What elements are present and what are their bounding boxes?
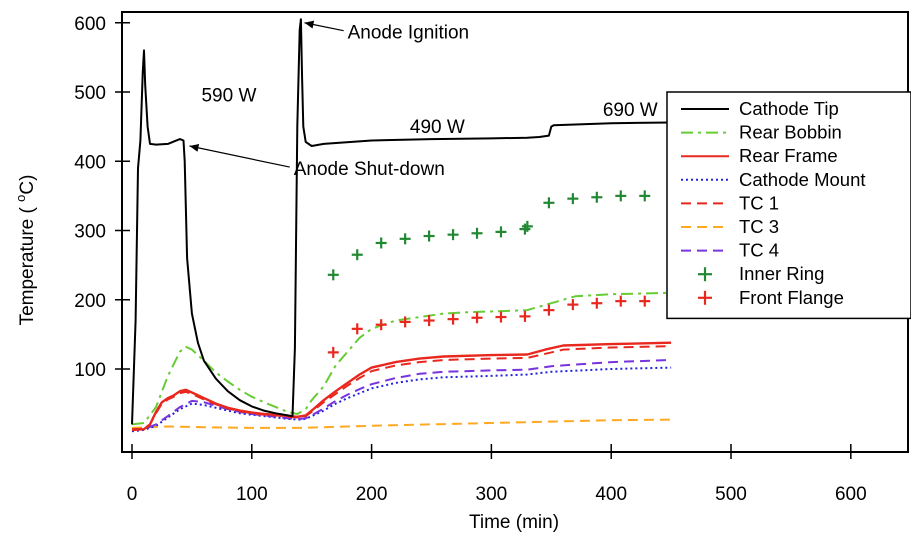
data-point-front-flange <box>447 313 459 325</box>
data-point-front-flange <box>591 297 603 309</box>
series-layer <box>131 18 672 433</box>
series-line-tc-4 <box>131 359 672 431</box>
data-point-inner-ring <box>521 220 533 232</box>
data-point-front-flange <box>423 315 435 327</box>
legend-item-cathode-tip: Cathode Tip <box>681 98 839 119</box>
anno-ignition-label: Anode Ignition <box>348 23 470 44</box>
x-tick-label: 0 <box>127 484 138 505</box>
data-point-front-flange <box>543 304 555 316</box>
data-point-inner-ring <box>423 230 435 242</box>
series-line-rear-bobbin <box>131 291 672 426</box>
legend-label-tc-3: TC 3 <box>739 216 779 237</box>
legend-label-cathode-tip: Cathode Tip <box>739 98 839 119</box>
data-point-front-flange <box>495 311 507 323</box>
y-tick-label: 100 <box>74 360 106 381</box>
legend-label-cathode-mount: Cathode Mount <box>739 169 866 190</box>
data-point-front-flange <box>375 319 387 331</box>
data-point-front-flange <box>327 346 339 358</box>
y-axis-title: Temperature ( oC) <box>13 175 38 326</box>
anno-590w-label: 590 W <box>201 86 256 107</box>
legend-box <box>666 91 911 320</box>
y-tick-label: 300 <box>74 222 106 243</box>
data-point-inner-ring <box>543 197 555 209</box>
data-point-front-flange <box>567 299 579 311</box>
data-point-front-flange <box>615 295 627 307</box>
legend-label-front-flange: Front Flange <box>739 287 844 308</box>
data-point-front-flange <box>519 310 531 322</box>
legend-item-tc-3: TC 3 <box>681 216 779 237</box>
data-point-front-flange <box>471 312 483 324</box>
data-point-inner-ring <box>399 233 411 245</box>
x-axis-title: Time (min) <box>469 512 559 532</box>
anno-490w-label: 490 W <box>410 117 465 138</box>
legend-item-tc-4: TC 4 <box>681 240 779 261</box>
data-point-inner-ring <box>615 190 627 202</box>
data-point-inner-ring <box>495 226 507 238</box>
legend-item-inner-ring: Inner Ring <box>698 263 824 284</box>
legend-label-inner-ring: Inner Ring <box>739 263 824 284</box>
y-tick-label: 500 <box>74 83 106 104</box>
legend-item-tc-1: TC 1 <box>681 192 779 213</box>
data-point-inner-ring <box>375 237 387 249</box>
data-point-front-flange <box>351 323 363 335</box>
x-tick-label: 100 <box>236 484 268 505</box>
legend-item-rear-frame: Rear Frame <box>681 145 838 166</box>
legend-swatch-front-flange <box>698 290 712 305</box>
data-point-front-flange <box>639 295 651 307</box>
legend-item-rear-bobbin: Rear Bobbin <box>681 122 842 143</box>
svg-text:Temperature ( oC): Temperature ( oC) <box>13 175 38 326</box>
y-tick-label: 400 <box>74 152 106 173</box>
x-tick-label: 300 <box>476 484 508 505</box>
data-point-front-flange <box>399 316 411 328</box>
series-line-cathode-tip <box>131 18 672 425</box>
x-tick-label: 500 <box>715 484 747 505</box>
data-point-inner-ring <box>471 227 483 239</box>
series-line-rear-frame <box>131 341 672 432</box>
anno-ignition-arrowhead <box>304 20 315 29</box>
data-point-inner-ring <box>327 269 339 281</box>
legend-label-tc-1: TC 1 <box>739 192 779 213</box>
legend-label-tc-4: TC 4 <box>739 240 779 261</box>
anno-shutdown-arrowhead <box>189 143 200 152</box>
x-tick-label: 200 <box>356 484 388 505</box>
data-point-inner-ring <box>567 193 579 205</box>
data-point-inner-ring <box>447 229 459 241</box>
data-point-inner-ring <box>639 190 651 202</box>
legend-swatch-inner-ring <box>698 267 712 282</box>
series-line-tc-1 <box>131 345 672 431</box>
legend-label-rear-bobbin: Rear Bobbin <box>739 122 842 143</box>
legend-item-cathode-mount: Cathode Mount <box>681 169 866 190</box>
data-point-inner-ring <box>351 249 363 261</box>
data-point-inner-ring <box>591 191 603 203</box>
series-line-tc-3 <box>131 418 672 429</box>
x-tick-label: 600 <box>835 484 867 505</box>
legend-label-rear-frame: Rear Frame <box>739 145 838 166</box>
series-line-cathode-mount <box>131 366 672 433</box>
plot-area: 0 100 200 300 400 500 600 100 200 300 400 500 600 590… <box>74 11 909 505</box>
anno-shutdown-arrow <box>189 145 290 168</box>
legend-item-front-flange: Front Flange <box>698 287 844 308</box>
anno-shutdown-label: Anode Shut-down <box>294 159 445 180</box>
x-tick-label: 400 <box>595 484 627 505</box>
y-tick-label: 600 <box>74 14 106 35</box>
y-tick-label: 200 <box>74 291 106 312</box>
anno-690w-label: 690 W <box>603 100 658 121</box>
